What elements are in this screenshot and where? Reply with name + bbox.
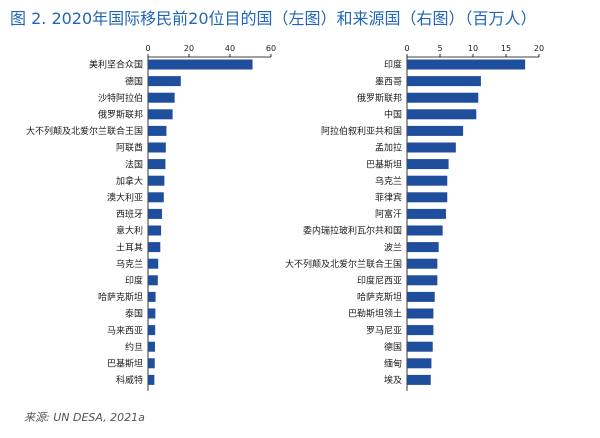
right-bar [407, 275, 438, 286]
left-bar [148, 242, 161, 253]
left-category-label: 意大利 [116, 225, 143, 237]
chart-title: 图 2. 2020年国际移民前20位目的国（左图）和来源国（右图）（百万人） [10, 9, 537, 28]
right-bar [407, 92, 479, 103]
right-category-label: 印度 [384, 59, 402, 71]
right-category-label: 巴勒斯坦领土 [348, 308, 402, 320]
left-category-label: 加拿大 [116, 175, 143, 187]
right-bar [407, 59, 526, 70]
left-bar [148, 192, 164, 203]
left-bar [148, 142, 166, 153]
right-x-tick-label: 5 [437, 44, 442, 53]
right-bar [407, 291, 435, 302]
left-category-label: 美利坚合众国 [89, 59, 143, 71]
right-category-label: 罗马尼亚 [366, 325, 402, 336]
left-category-label: 马来西亚 [107, 325, 143, 336]
left-bar [148, 208, 162, 219]
right-category-label: 阿富汗 [375, 208, 402, 220]
right-x-tick-label: 0 [404, 44, 409, 53]
right-category-label: 波兰 [384, 241, 402, 253]
right-bar [407, 76, 481, 87]
right-category-label: 缅甸 [384, 358, 402, 370]
right-x-tick-label: 15 [501, 44, 511, 53]
right-category-label: 印度尼西亚 [357, 275, 402, 287]
left-bar [148, 59, 253, 70]
right-bar [407, 225, 443, 236]
right-bar [407, 358, 432, 369]
left-bar [148, 159, 166, 170]
right-category-label: 哈萨克斯坦 [357, 291, 402, 303]
right-bar [407, 374, 431, 385]
right-bar [407, 125, 464, 136]
right-bar [407, 208, 446, 219]
right-bar [407, 258, 438, 269]
right-bar [407, 192, 448, 203]
right-bar [407, 175, 448, 186]
left-bar [148, 175, 165, 186]
left-x-tick-label: 0 [145, 44, 150, 53]
left-x-tick-label: 20 [184, 44, 194, 53]
left-category-label: 阿联酋 [116, 142, 143, 154]
right-category-label: 俄罗斯联邦 [357, 92, 402, 104]
left-bar [148, 341, 155, 352]
right-category-label: 菲律宾 [375, 192, 402, 204]
left-category-label: 法国 [125, 158, 143, 170]
right-category-label: 孟加拉 [375, 142, 402, 154]
right-category-label: 委内瑞拉玻利瓦尔共和国 [303, 225, 402, 237]
left-category-label: 西班牙 [116, 208, 143, 220]
right-category-label: 墨西哥 [375, 76, 402, 87]
left-category-label: 沙特阿拉伯 [98, 92, 143, 104]
left-bar [148, 258, 159, 269]
right-bar [407, 308, 434, 319]
right-category-label: 大不列颠及北爱尔兰联合王国 [285, 258, 402, 270]
left-x-tick-label: 60 [266, 44, 276, 53]
right-category-label: 阿拉伯叙利亚共和国 [321, 125, 402, 137]
left-bar [148, 325, 156, 336]
right-category-label: 乌克兰 [375, 175, 402, 187]
left-category-label: 德国 [125, 75, 143, 87]
left-category-label: 泰国 [125, 308, 143, 320]
left-category-label: 土耳其 [116, 241, 143, 253]
left-category-label: 哈萨克斯坦 [98, 291, 143, 303]
left-x-tick-label: 40 [225, 44, 235, 53]
source-note: 来源: UN DESA, 2021a [24, 411, 145, 424]
left-bar [148, 275, 158, 286]
right-bar [407, 325, 434, 336]
left-bar [148, 76, 181, 87]
left-bar [148, 125, 167, 136]
right-category-label: 德国 [384, 341, 402, 353]
left-category-label: 澳大利亚 [107, 192, 143, 204]
left-category-label: 约旦 [125, 341, 143, 353]
right-bar [407, 109, 477, 120]
right-bar [407, 142, 456, 153]
left-category-label: 俄罗斯联邦 [98, 109, 143, 121]
left-category-label: 大不列颠及北爱尔兰联合王国 [26, 125, 143, 137]
left-bar [148, 109, 173, 120]
left-bar [148, 291, 156, 302]
left-bar [148, 225, 162, 236]
right-bar [407, 242, 439, 253]
left-bar [148, 358, 155, 369]
left-bar [148, 374, 155, 385]
right-x-tick-label: 20 [534, 44, 544, 53]
left-category-label: 科威特 [116, 374, 143, 386]
right-bar [407, 159, 449, 170]
left-bar [148, 92, 175, 103]
right-category-label: 中国 [384, 109, 402, 121]
right-category-label: 埃及 [384, 374, 402, 386]
left-bar [148, 308, 156, 319]
left-category-label: 巴基斯坦 [107, 358, 143, 370]
right-x-tick-label: 10 [468, 44, 478, 53]
left-category-label: 乌克兰 [116, 258, 143, 270]
right-category-label: 巴基斯坦 [366, 158, 402, 170]
right-bar [407, 341, 433, 352]
left-category-label: 印度 [125, 275, 143, 287]
